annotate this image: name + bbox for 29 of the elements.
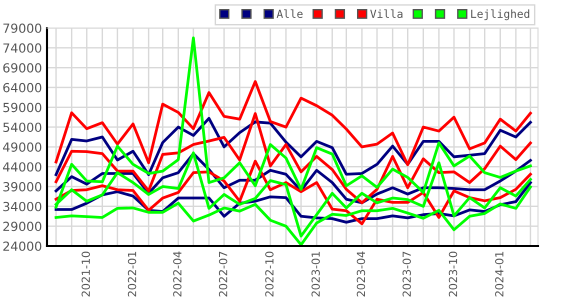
- legend-label: Villa: [370, 9, 402, 18]
- x-tick-label: 2023-04: [356, 251, 366, 296]
- y-tick-label: 59000: [3, 102, 42, 112]
- x-tick-label: 2022-01: [128, 252, 136, 296]
- line-series: [54, 80, 532, 166]
- y-tick-label: 54000: [3, 122, 42, 132]
- x-tick-label: 2021-10: [82, 252, 90, 296]
- x-tick-label: 2023-07: [402, 252, 411, 296]
- legend-label: Lejlighed: [471, 9, 530, 20]
- line-series: [54, 112, 532, 204]
- x-tick-label: 2022-10: [265, 252, 274, 296]
- x-tick-label: 2024-01: [495, 252, 504, 296]
- y-tick-label: 74000: [3, 43, 42, 53]
- x-tick-label: 2022-07: [218, 252, 228, 296]
- x-tick-label: 2022-04: [173, 251, 182, 296]
- y-tick-label: 69000: [3, 63, 42, 73]
- line-series: [54, 186, 532, 246]
- y-tick-label: 29000: [3, 222, 42, 232]
- legend-label: Alle: [276, 9, 303, 18]
- line-series: [54, 116, 532, 176]
- y-tick-label: 24000: [3, 241, 42, 251]
- y-tick-label: 49000: [2, 142, 42, 152]
- x-tick-label: 2023-01: [311, 252, 320, 296]
- y-tick-label: 64000: [3, 82, 42, 92]
- y-tick-label: 34000: [3, 202, 42, 212]
- y-tick-label: 44000: [2, 162, 42, 172]
- x-tick-label: 2023-10: [448, 252, 458, 296]
- y-tick-label: 79000: [3, 23, 42, 33]
- y-tick-label: 39000: [3, 182, 42, 192]
